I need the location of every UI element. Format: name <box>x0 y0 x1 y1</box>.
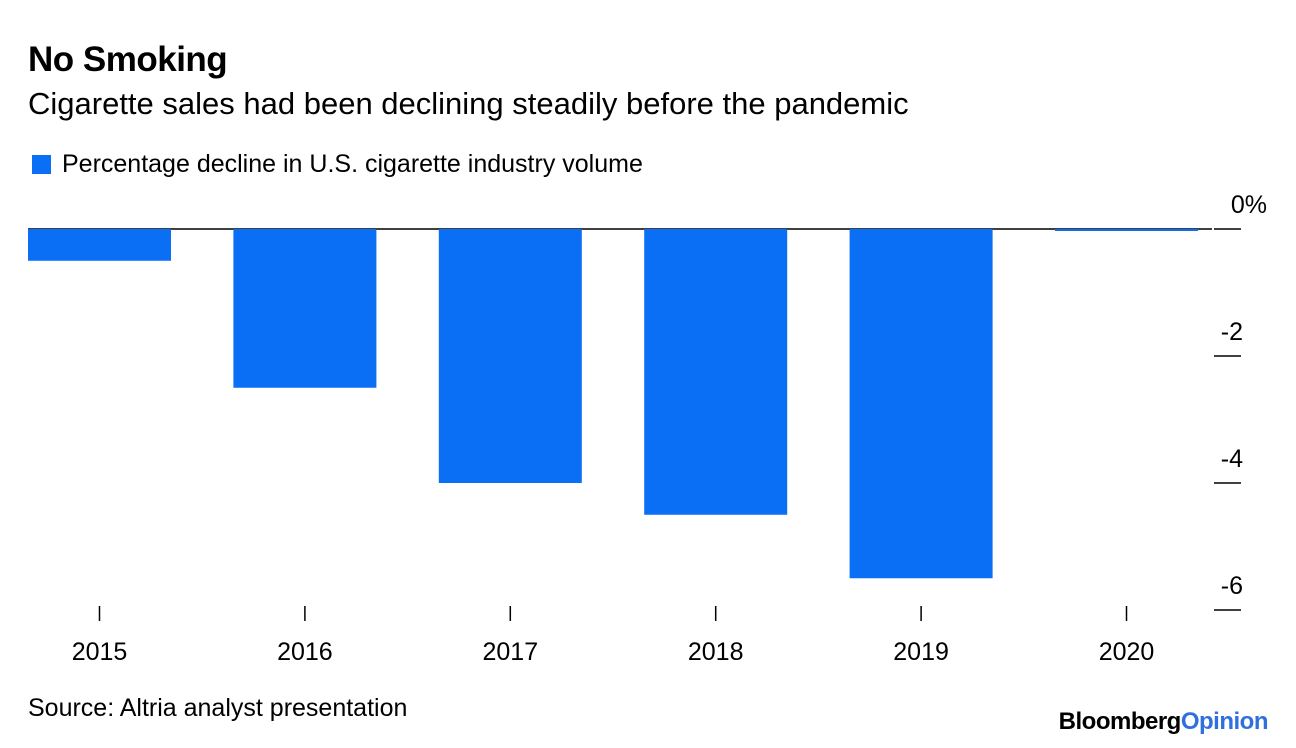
y-tick-label-2: -4 <box>1221 445 1243 473</box>
bar-2016 <box>233 229 377 388</box>
x-tick-label-2019: 2019 <box>893 638 949 666</box>
bar-2018 <box>644 229 788 515</box>
bar-2019 <box>849 229 993 579</box>
brand-name: Bloomberg <box>1058 708 1182 735</box>
y-tick-label-1: -2 <box>1221 318 1243 346</box>
x-tick-label-2017: 2017 <box>482 638 538 666</box>
chart-title: No Smoking <box>28 40 228 79</box>
chart-subtitle: Cigarette sales had been declining stead… <box>28 86 909 121</box>
legend-label: Percentage decline in U.S. cigarette ind… <box>62 150 643 178</box>
source-note: Source: Altria analyst presentation <box>28 694 408 722</box>
brand-logo: BloombergOpinion <box>1058 708 1269 736</box>
legend: Percentage decline in U.S. cigarette ind… <box>32 150 643 179</box>
y-tick-label-0: 0% <box>1231 191 1267 219</box>
legend-swatch <box>32 155 51 174</box>
x-tick-label-2018: 2018 <box>688 638 744 666</box>
bar-2015 <box>28 229 171 261</box>
bar-2017 <box>438 229 582 483</box>
x-tick-label-2016: 2016 <box>277 638 333 666</box>
bar-2020 <box>1055 229 1198 231</box>
y-tick-label-3: -6 <box>1221 572 1243 600</box>
x-tick-label-2020: 2020 <box>1099 638 1155 666</box>
brand-suffix: Opinion <box>1180 708 1269 735</box>
x-tick-label-2015: 2015 <box>72 638 128 666</box>
